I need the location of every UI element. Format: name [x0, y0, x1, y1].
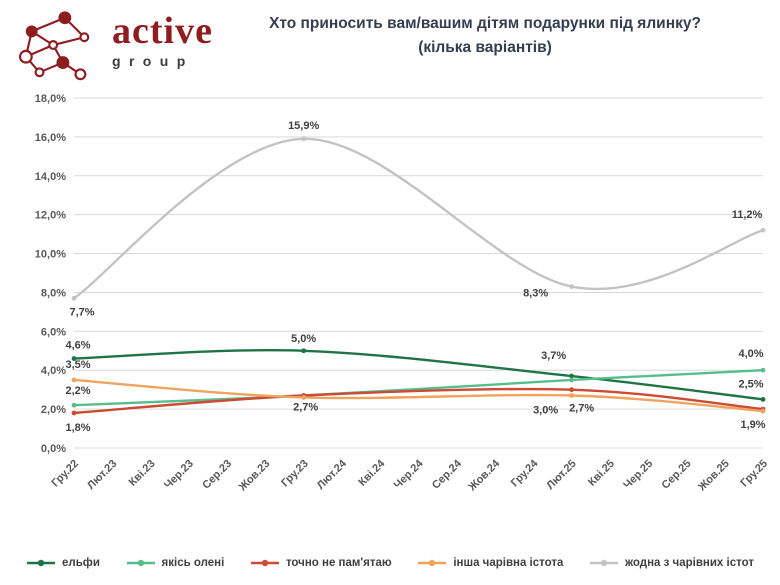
- x-axis-label: Кві.24: [356, 457, 388, 489]
- data-point: [569, 373, 575, 379]
- data-point-label: 3,5%: [65, 359, 90, 371]
- logo-group-text: group: [112, 53, 194, 70]
- data-point: [569, 393, 575, 398]
- data-point-label: 2,2%: [65, 385, 90, 397]
- data-point: [301, 348, 307, 354]
- data-point-label: 4,0%: [738, 348, 763, 360]
- data-point: [569, 387, 575, 393]
- y-axis-label: 4,0%: [41, 365, 66, 377]
- x-axis-label: Жов.25: [695, 458, 731, 494]
- legend-label: інша чарівна істота: [453, 557, 564, 569]
- data-point-label: 3,0%: [533, 405, 558, 417]
- series-line-0: [72, 349, 765, 401]
- data-point-label: 4,6%: [65, 340, 90, 352]
- series-line-1: [72, 369, 765, 407]
- x-axis-label: Гру.25: [738, 458, 770, 490]
- data-point: [569, 377, 575, 383]
- x-axis-label: Лют.25: [544, 458, 578, 492]
- legend-label: точно не пам'ятаю: [285, 557, 392, 569]
- y-axis-label: 16,0%: [35, 132, 66, 144]
- data-point-label: 2,7%: [293, 402, 318, 414]
- data-point-label: 1,8%: [65, 422, 90, 434]
- legend-label: якісь олені: [161, 557, 225, 569]
- x-axis-label: Чер.23: [162, 458, 196, 492]
- x-axis-label: Жов.24: [466, 457, 503, 494]
- data-point-label: 5,0%: [291, 333, 316, 345]
- chart-title-block: Хто приносить вам/вашим дітям подарунки …: [230, 12, 740, 60]
- series-line-4: [72, 137, 765, 300]
- x-axis-label: Кві.25: [586, 458, 617, 489]
- x-axis-label: Гру.24: [509, 457, 541, 489]
- data-point: [71, 377, 77, 383]
- x-axis-label: Чер.24: [392, 457, 426, 491]
- logo-brand-text: active: [112, 10, 213, 52]
- data-point-label: 3,7%: [541, 350, 566, 362]
- data-point: [760, 396, 766, 402]
- x-axis-label: Сер.23: [200, 458, 234, 492]
- data-point: [760, 367, 766, 373]
- x-axis-label: Жов.23: [236, 458, 272, 494]
- legend-marker-icon: [27, 559, 55, 567]
- data-point-label: 1,9%: [740, 419, 765, 431]
- data-point: [71, 356, 77, 361]
- data-point-label: 2,5%: [738, 378, 763, 390]
- x-axis-label: Сер.24: [430, 457, 465, 492]
- x-axis-label: Гру.22: [49, 458, 81, 490]
- data-point-label: 2,7%: [569, 403, 594, 415]
- data-point: [301, 395, 307, 400]
- legend-label: жодна з чарівних істот: [625, 557, 754, 569]
- data-point: [760, 227, 766, 233]
- data-point: [569, 284, 575, 290]
- chart-title: Хто приносить вам/вашим дітям подарунки …: [269, 15, 701, 32]
- x-axis-label: Гру.23: [279, 458, 311, 490]
- active-group-logo-icon: [18, 11, 90, 81]
- data-point-label: 8,3%: [523, 288, 548, 300]
- data-point: [760, 408, 766, 414]
- legend-marker-icon: [250, 559, 279, 567]
- x-axis-label: Лют.24: [315, 457, 350, 492]
- chart-subtitle: (кілька варіантів): [418, 39, 552, 57]
- legend-item-zhodna-istota: жодна з чарівних істот: [589, 557, 754, 569]
- legend-item-elfy: ельфи: [26, 557, 100, 569]
- x-axis-label: Лют.23: [85, 458, 119, 492]
- legend-label: ельфи: [62, 557, 100, 569]
- y-axis-label: 2,0%: [41, 404, 66, 416]
- y-axis-label: 0,0%: [41, 443, 66, 455]
- logo-wordmark: active group: [112, 10, 213, 70]
- data-point-label: 11,2%: [732, 209, 763, 221]
- y-axis-label: 12,0%: [35, 210, 66, 222]
- data-point: [71, 410, 77, 416]
- data-point-label: 15,9%: [288, 120, 319, 132]
- active-group-logo: active group: [16, 8, 213, 84]
- legend-item-insha-istota: інша чарівна істота: [417, 557, 563, 569]
- x-axis-label: Сер.25: [660, 458, 694, 492]
- y-axis-label: 6,0%: [41, 326, 66, 338]
- data-point: [301, 136, 307, 142]
- line-chart: 0,0% 2,0% 4,0% 6,0% 8,0% 10,0% 12,0% 14,0% 16,0%…: [35, 93, 770, 494]
- x-axis-label: Кві.23: [127, 458, 158, 489]
- data-point: [71, 295, 77, 301]
- data-point: [71, 402, 77, 408]
- y-axis-label: 14,0%: [35, 171, 66, 183]
- chart-legend: ельфи якісь олені точно не пам'ятаю інша…: [0, 557, 780, 569]
- logo-network-graphic: [18, 11, 90, 81]
- x-axis-label: Чер.25: [621, 458, 655, 492]
- series-line-3: [72, 378, 765, 413]
- legend-item-oleni: якісь олені: [126, 557, 225, 569]
- legend-marker-icon: [418, 559, 447, 567]
- data-point-label: 7,7%: [69, 306, 94, 318]
- legend-marker-icon: [590, 559, 619, 567]
- legend-item-ne-pamyatayu: точно не пам'ятаю: [250, 557, 392, 569]
- legend-marker-icon: [126, 559, 155, 567]
- y-axis-label: 8,0%: [41, 287, 66, 299]
- y-axis-label: 10,0%: [35, 249, 66, 261]
- y-axis-label: 18,0%: [35, 93, 66, 105]
- series-line-2: [72, 387, 765, 415]
